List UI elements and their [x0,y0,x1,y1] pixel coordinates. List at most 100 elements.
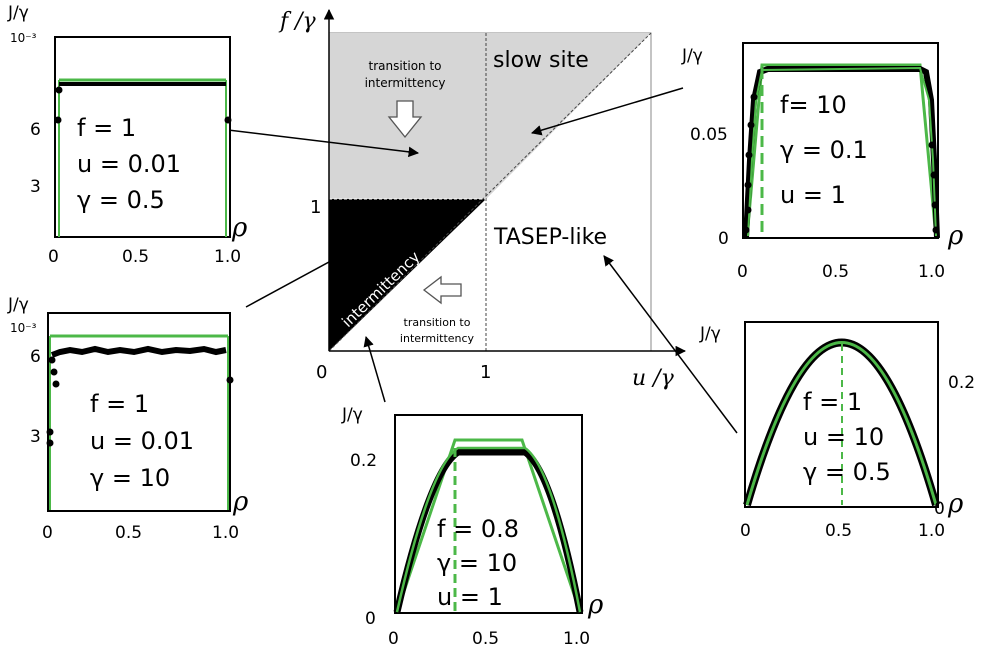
sim-point [931,201,939,209]
param: f = 0.8 [437,515,519,543]
sim-point [46,439,54,447]
hollow-arrow-left-icon [422,275,462,305]
label-transition-bottom-1: transition to [404,316,471,329]
param: f = 1 [803,388,862,416]
label-slow-site: slow site [493,48,589,73]
x-axis-label: u /γ [632,366,675,391]
sim-point [930,171,938,179]
arrow-top-right [530,87,684,136]
param: u = 10 [803,423,884,451]
sim-point [745,151,753,159]
label-transition-bottom-2: intermittency [400,332,475,345]
simulation-plateau [50,345,227,358]
rho-label: ρ [231,213,248,243]
x-tick: 0.5 [122,247,149,267]
y-label: J/γ [7,3,29,23]
param: u = 1 [437,583,503,611]
sim-point [928,141,936,149]
x-tick: 0.5 [115,523,142,543]
inset-top-right: J/γ 0.05 0 0 0.5 1.0 ρ f= 10 γ = 0.1 u =… [681,42,964,282]
param: u = 0.01 [90,427,194,455]
theory-line [745,63,938,239]
phase-diagram: f /γ u /γ 0 1 1 slow site TASEP-like int… [278,8,687,391]
arrow-bottom-right [603,255,738,434]
y-tick: 0.05 [690,125,728,145]
connector-arrows [194,87,738,434]
label-transition-top-2: intermittency [365,76,446,90]
param: γ = 0.1 [780,136,868,164]
y-tick: 0 [934,499,945,519]
inset-frame [742,42,939,239]
rho-label: ρ [947,489,964,519]
sim-point [46,428,54,436]
sim-point [932,226,940,234]
diagonal-line [328,32,652,352]
rho-label: ρ [947,221,964,251]
x-tick: 0 [737,262,748,282]
param: γ = 0.5 [803,458,891,486]
x-tick: 1.0 [214,247,241,267]
x-tick: 0 [740,521,751,541]
param: γ = 10 [90,464,170,492]
inset-frame [47,312,231,512]
hollow-arrow-down-icon [387,100,423,139]
rho-label: ρ [232,487,249,517]
y-tick: 6 [30,120,41,140]
inset-top-left: J/γ 10⁻³ 6 3 0 0.5 1.0 ρ f = 1 u = 0.01 … [7,3,248,267]
theory-curve [745,341,938,506]
y-unit: 10⁻³ [10,321,37,335]
x-tick: 1.0 [918,521,945,541]
sim-point [744,206,752,214]
y-label: J/γ [7,295,29,315]
param: u = 0.01 [77,150,181,178]
y-tick: 0 [718,229,729,249]
x-tick: 1.0 [918,262,945,282]
y-tick: 6 [30,347,41,367]
y-tick: 3 [30,427,41,447]
sim-point [742,226,750,234]
param: γ = 10 [437,549,517,577]
x-tick: 0.5 [472,629,499,649]
sim-point [747,121,755,129]
sim-point [226,376,234,384]
arrow-bottom-center [363,335,386,403]
y-label: J/γ [681,46,703,66]
theory-curve [395,446,582,613]
x-tick: 1.0 [563,629,590,649]
sim-point [744,181,752,189]
inset-bottom-center: J/γ 0.2 0 0 0.5 1.0 ρ f = 0.8 γ = 10 u =… [341,405,604,649]
x-tick: 1.0 [212,523,239,543]
theory-line [395,438,582,613]
param: f = 1 [77,114,136,142]
param: f= 10 [780,91,847,119]
inset-mid-left: J/γ 10⁻³ 6 3 0 0.5 1.0 ρ f = 1 u = 0.01 … [7,295,249,543]
y-tick: 3 [30,177,41,197]
y-label: J/γ [699,324,721,344]
region-intermittency [329,199,486,351]
y-unit: 10⁻³ [10,31,37,45]
tick-y-1: 1 [310,197,321,218]
theory-curve [747,66,937,237]
sim-point [50,368,58,376]
region-slow-site [486,33,651,199]
y-axis-label: f /γ [278,9,317,34]
sim-point [750,93,758,101]
arrow-top-left [194,125,420,158]
tick-origin: 0 [316,362,327,383]
y-tick: 0.2 [948,373,975,393]
param: f = 1 [90,390,149,418]
y-label: J/γ [341,405,363,425]
tick-x-1: 1 [480,362,491,383]
x-tick: 0 [48,247,59,267]
sim-point [52,380,60,388]
x-tick: 0.5 [825,521,852,541]
x-tick: 0 [388,629,399,649]
param: u = 1 [780,181,846,209]
y-tick: 0.2 [350,451,377,471]
sim-point [54,116,62,124]
inset-frame [54,36,231,238]
x-tick: 0.5 [822,262,849,282]
label-transition-top-1: transition to [368,59,441,73]
x-tick: 0 [42,523,53,543]
